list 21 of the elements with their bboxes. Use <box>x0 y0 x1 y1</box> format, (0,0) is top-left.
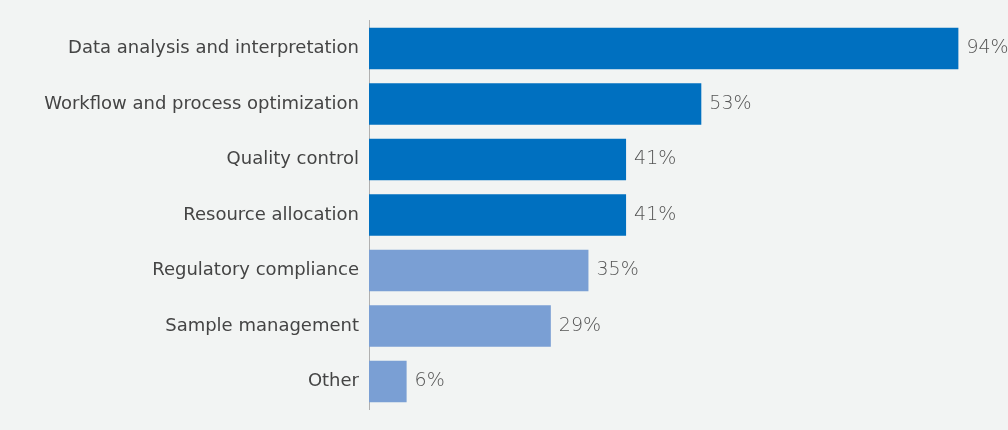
y-tick-label: Data analysis and interpretation <box>68 36 359 58</box>
bar <box>369 27 959 70</box>
data-label: 41% <box>634 146 677 169</box>
y-tick-label: Regulatory compliance <box>152 258 359 280</box>
bar <box>369 360 407 403</box>
data-label: 94% <box>966 35 1008 58</box>
y-tick-label: Resource allocation <box>183 202 359 224</box>
data-label: 6% <box>414 368 445 391</box>
data-label: 35% <box>596 257 639 280</box>
data-label: 53% <box>709 90 752 113</box>
bar <box>369 83 702 125</box>
y-tick-label: Quality control <box>226 147 359 169</box>
y-tick-label: Workflow and process optimization <box>44 91 359 113</box>
y-tick-label: Other <box>307 369 360 391</box>
y-tick-label: Sample management <box>165 313 359 335</box>
bar <box>369 305 551 347</box>
data-label: 29% <box>558 312 602 335</box>
bar <box>369 249 589 292</box>
bar <box>369 194 627 236</box>
bar <box>369 138 627 181</box>
data-label: 41% <box>634 201 677 224</box>
